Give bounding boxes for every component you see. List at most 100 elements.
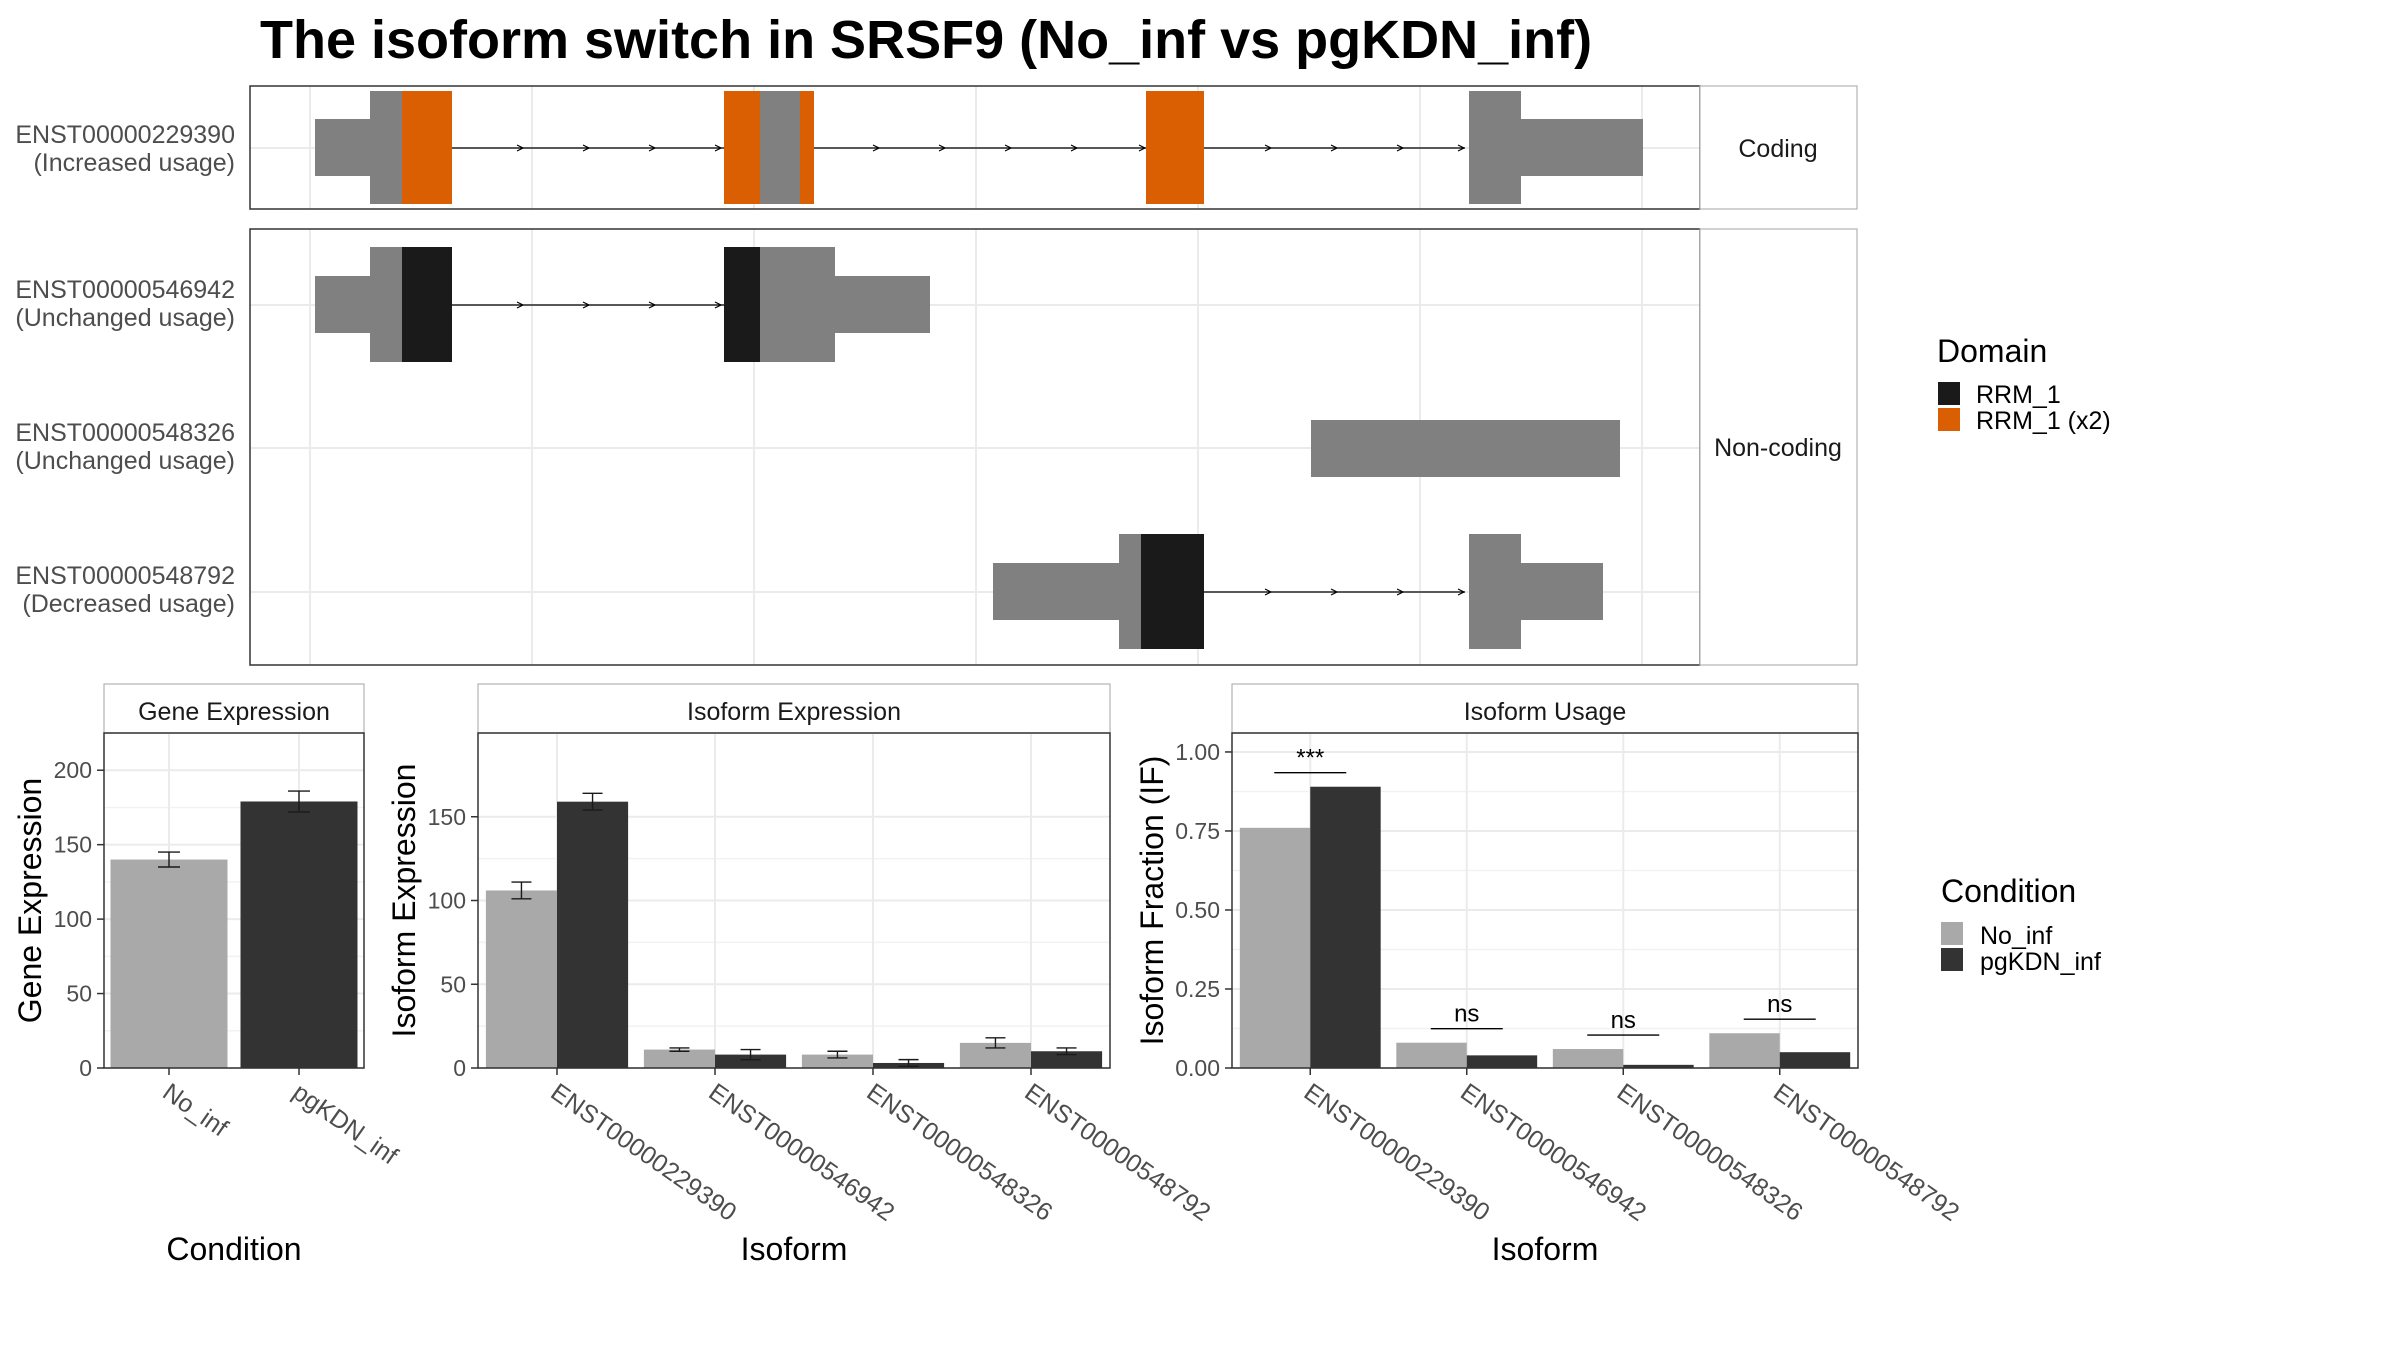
- chart-panel-isoform-expression: Isoform Expression050100150ENST000002293…: [386, 683, 1216, 1267]
- significance-label: ns: [1611, 1007, 1636, 1034]
- intron-direction-arrow: [1004, 144, 1013, 152]
- domain-rrm1-x2: [1146, 91, 1204, 204]
- utr-exon: [1521, 119, 1643, 176]
- bar-no_inf: [1709, 1033, 1780, 1068]
- x-tick-label: pgKDN_inf: [288, 1078, 403, 1170]
- noncoding-exon: [1311, 420, 1620, 477]
- intron-direction-arrow: [1396, 144, 1405, 152]
- bar-no_inf: [1552, 1049, 1624, 1068]
- utr-exon: [315, 119, 370, 176]
- domain-rrm1: [724, 247, 760, 362]
- structure-plot: Coding Non-coding ENST00000229390 (Incre…: [15, 85, 1858, 666]
- y-tick-label: 0: [79, 1055, 92, 1081]
- y-tick-label: 100: [428, 888, 466, 914]
- x-axis-title: Isoform: [1492, 1231, 1599, 1267]
- bar-no_inf: [801, 1054, 873, 1068]
- x-axis-title: Isoform: [741, 1231, 848, 1267]
- strip-box: [103, 683, 365, 734]
- intron-direction-arrow: [1330, 144, 1339, 152]
- intron-direction-arrow: [1330, 588, 1339, 596]
- strip-label: Isoform Usage: [1464, 698, 1627, 726]
- domain-legend-title: Domain: [1937, 333, 2047, 369]
- chart-panel-isoform-usage: Isoform Usage 0.00 0.25 0.50 0.75 1.00 *** ns ns…: [1134, 683, 1964, 1267]
- transcript-model-ENST00000229390: [315, 91, 1643, 204]
- domain-legend: Domain RRM_1 RRM_1 (x2): [1937, 333, 2111, 435]
- transcript-id-label: ENST00000548792: [15, 562, 235, 590]
- transcript-id-label: ENST00000546942: [15, 276, 235, 304]
- intron-direction-arrow: [1264, 588, 1273, 596]
- intron-direction-arrow: [1070, 144, 1079, 152]
- intron-direction-arrow: [714, 301, 723, 309]
- strip-label: Gene Expression: [138, 698, 330, 726]
- y-tick-label: 200: [54, 757, 92, 783]
- significance-label: ns: [1767, 991, 1792, 1018]
- x-axis-title: Condition: [166, 1231, 301, 1267]
- panel-border: [103, 732, 365, 1069]
- bar-no_inf: [110, 859, 228, 1068]
- transcript-id-label: ENST00000548326: [15, 419, 235, 447]
- transcript-id-label: ENST00000229390: [15, 121, 235, 149]
- condition-legend: Condition No_inf pgKDN_inf: [1941, 873, 2101, 976]
- legend-key-rrm1-x2: [1938, 408, 1960, 431]
- coding-exon: [1469, 534, 1521, 649]
- strip-coding-label: Coding: [1738, 135, 1817, 163]
- bar-no_inf: [643, 1049, 715, 1068]
- error-bar: [158, 851, 180, 868]
- coding-exon: [1119, 534, 1141, 649]
- domain-rrm1-x2: [800, 91, 814, 204]
- bar-pgkdn_inf: [1779, 1052, 1851, 1068]
- strip-label: Isoform Expression: [687, 698, 901, 726]
- y-tick-label: 50: [66, 981, 92, 1007]
- legend-key-pgkdn-inf: [1941, 948, 1963, 971]
- domain-rrm1: [402, 247, 452, 362]
- coding-exon: [760, 91, 800, 204]
- coding-exon: [1469, 91, 1521, 204]
- utr-exon: [315, 276, 370, 333]
- utr-exon: [1521, 563, 1603, 620]
- strip-coding-box: [1699, 85, 1858, 210]
- intron-direction-arrow: [1396, 588, 1405, 596]
- legend-label-pgkdn-inf: pgKDN_inf: [1980, 948, 2101, 976]
- coding-exon: [370, 91, 402, 204]
- intron-direction-arrow: [1457, 588, 1466, 596]
- transcript-model-ENST00000548326: [1311, 420, 1620, 477]
- y-axis-title: Isoform Expression: [386, 764, 422, 1038]
- transcript-model-ENST00000546942: [315, 247, 930, 362]
- utr-exon: [993, 563, 1119, 620]
- intron-direction-arrow: [714, 144, 723, 152]
- error-bar: [827, 1050, 848, 1059]
- y-tick-label: 100: [54, 906, 92, 932]
- error-bar: [511, 881, 532, 900]
- y-axis-title: Gene Expression: [12, 778, 48, 1023]
- strip-noncoding-box: [1699, 228, 1858, 666]
- intron-direction-arrow: [872, 144, 881, 152]
- bar-no_inf: [1239, 827, 1311, 1068]
- strip-box: [477, 683, 1111, 734]
- intron-direction-arrow: [1264, 144, 1273, 152]
- bar-pgkdn_inf: [1310, 786, 1381, 1068]
- intron-direction-arrow: [648, 144, 657, 152]
- intron-direction-arrow: [1457, 144, 1466, 152]
- significance-label: ns: [1454, 1001, 1479, 1028]
- domain-rrm1-x2: [724, 91, 760, 204]
- y-tick-label: 1.00: [1175, 739, 1220, 765]
- bar-pgkdn_inf: [240, 801, 358, 1068]
- error-bar: [669, 1047, 690, 1052]
- condition-legend-title: Condition: [1941, 873, 2076, 909]
- error-bar: [985, 1037, 1006, 1049]
- y-axis-title: Isoform Fraction (IF): [1134, 756, 1170, 1046]
- intron-direction-arrow: [648, 301, 657, 309]
- bar-pgkdn_inf: [715, 1054, 787, 1068]
- legend-label-no-inf: No_inf: [1980, 922, 2052, 950]
- legend-label-rrm1-x2: RRM_1 (x2): [1976, 407, 2111, 435]
- y-tick-label: 0.75: [1175, 818, 1220, 844]
- transcript-usage-label: (Increased usage): [33, 149, 235, 177]
- x-tick-label: No_inf: [158, 1078, 233, 1142]
- error-bar: [288, 790, 310, 813]
- utr-exon: [835, 276, 930, 333]
- domain-rrm1: [1141, 534, 1204, 649]
- y-tick-label: 0.50: [1175, 897, 1220, 923]
- y-tick-label: 150: [428, 804, 466, 830]
- bar-charts: Gene Expression 0 50 100 150 200 No_inf pgKDN_i…: [12, 683, 1964, 1267]
